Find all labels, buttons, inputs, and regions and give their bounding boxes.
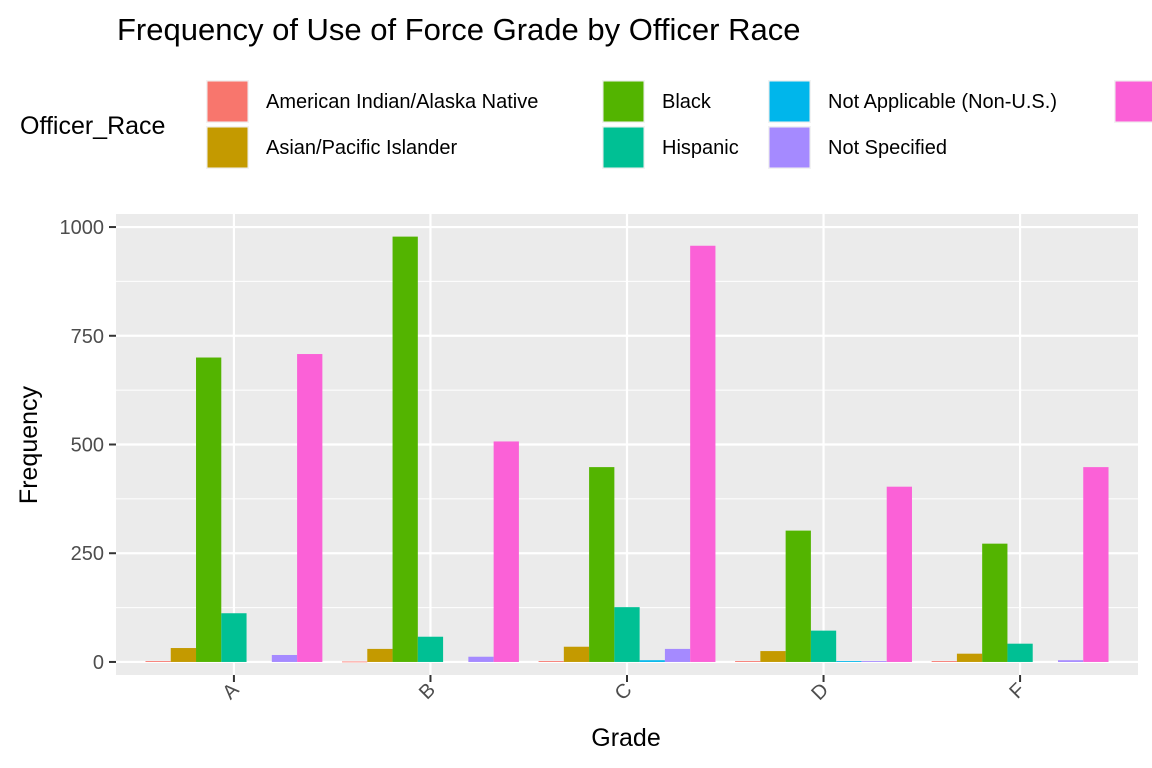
- bar: [836, 661, 862, 662]
- bar: [342, 661, 368, 663]
- bar: [196, 357, 222, 662]
- bar: [886, 486, 912, 662]
- bar: [563, 646, 590, 662]
- chart-title: Frequency of Use of Force Grade by Offic…: [117, 12, 800, 47]
- bar: [931, 661, 957, 662]
- bar: [1083, 467, 1109, 662]
- bar: [639, 660, 665, 662]
- legend-label: Not Applicable (Non-U.S.): [828, 91, 1057, 113]
- bar: [664, 648, 691, 662]
- legend-swatch: [769, 127, 810, 168]
- legend-swatch: [603, 81, 644, 122]
- bar: [690, 245, 716, 662]
- legend-label: American Indian/Alaska Native: [266, 91, 538, 113]
- x-tick-label: F: [1005, 679, 1029, 703]
- x-tick-label: A: [218, 679, 243, 704]
- x-axis-title: Grade: [591, 724, 660, 752]
- bar: [367, 648, 393, 662]
- bar: [760, 651, 786, 662]
- bar: [614, 607, 640, 662]
- bar: [271, 654, 298, 662]
- bar: [538, 661, 564, 662]
- bar: [417, 636, 444, 662]
- legend-swatch: [769, 81, 810, 122]
- x-tick-label: D: [807, 679, 833, 705]
- y-tick-label: 0: [93, 652, 104, 674]
- bar: [297, 354, 323, 662]
- legend-swatch: [207, 127, 248, 168]
- y-tick-label: 500: [71, 435, 104, 457]
- y-tick-label: 250: [71, 543, 104, 565]
- bar: [493, 441, 519, 662]
- legend-label: Not Specified: [828, 137, 947, 159]
- bar: [982, 543, 1008, 662]
- legend-swatch: [1115, 81, 1152, 122]
- bars: [145, 236, 1109, 663]
- bar: [810, 630, 837, 662]
- legend: American Indian/Alaska Native Asian/Pacif…: [206, 80, 1152, 169]
- bar: [589, 467, 615, 662]
- legend-swatch: [603, 127, 644, 168]
- bar: [145, 661, 171, 662]
- bar: [956, 653, 983, 662]
- legend-label: Black: [662, 91, 712, 113]
- y-axis: 0 250 500 750 1000: [60, 217, 116, 674]
- y-tick-label: 750: [71, 326, 104, 348]
- y-tick-label: 1000: [60, 217, 105, 239]
- bar: [170, 648, 197, 662]
- legend-label: Hispanic: [662, 137, 739, 159]
- y-axis-title: Frequency: [15, 385, 43, 504]
- legend-label: Asian/Pacific Islander: [266, 137, 458, 159]
- bar: [735, 661, 761, 662]
- bar: [468, 656, 494, 662]
- bar: [1057, 660, 1084, 662]
- bar: [861, 661, 887, 662]
- x-tick-label: C: [611, 679, 637, 705]
- bar: [1007, 643, 1033, 662]
- legend-title: Officer_Race: [20, 112, 165, 140]
- legend-swatch: [207, 81, 248, 122]
- bar: [785, 530, 811, 662]
- bar: [221, 613, 247, 662]
- bar: [392, 236, 418, 662]
- x-tick-label: B: [415, 679, 440, 704]
